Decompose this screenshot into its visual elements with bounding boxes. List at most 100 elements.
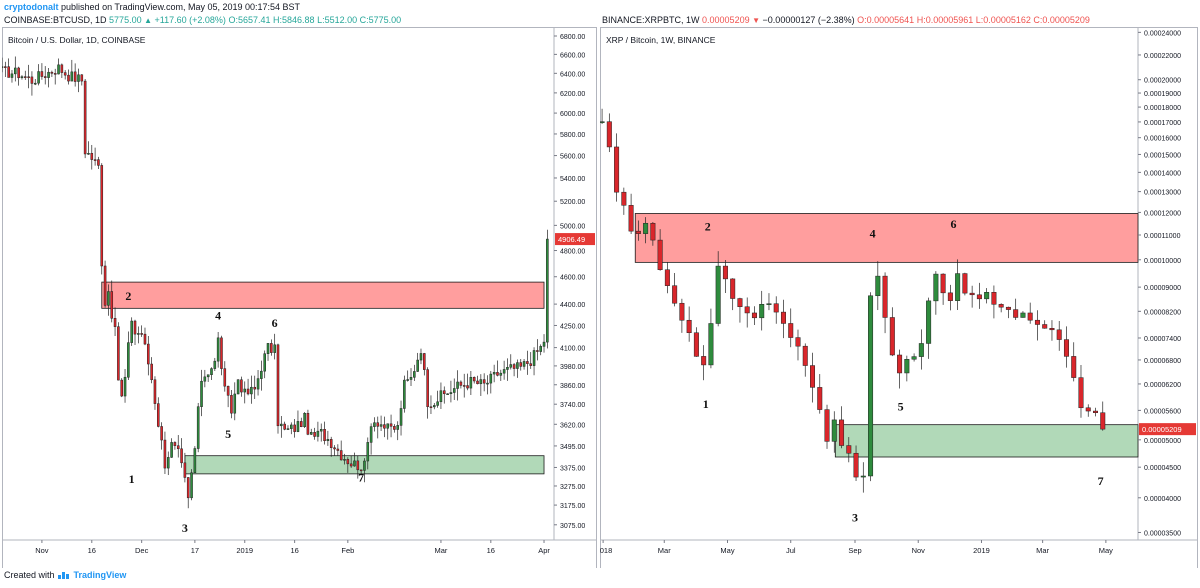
candle: [526, 350, 529, 375]
candle: [343, 453, 346, 465]
candle: [90, 144, 94, 170]
btc-chart-svg[interactable]: 1 2 3 4 5 6 7 6800.00 6600.00 6400.00 6200.00 6000.…: [2, 27, 597, 568]
candle-body: [280, 423, 283, 427]
candle: [77, 68, 80, 93]
candle-body: [113, 318, 117, 327]
candle-body: [346, 459, 350, 465]
candle: [940, 273, 946, 305]
candle-body: [353, 460, 356, 467]
candle: [1063, 326, 1069, 368]
candle: [679, 298, 685, 333]
candle-body: [516, 362, 519, 369]
candle-body: [606, 121, 612, 148]
candle-body: [236, 379, 240, 395]
candle-body: [1092, 410, 1098, 413]
candle: [353, 452, 356, 467]
candle: [737, 297, 743, 323]
candle: [962, 272, 968, 296]
candle-body: [153, 379, 157, 404]
candle: [376, 416, 380, 439]
y-tick-label: 5600.00: [560, 154, 585, 161]
btc-chart-panel[interactable]: 1 2 3 4 5 6 7 6800.00 6600.00 6400.00 6200.00 6000.…: [2, 27, 597, 568]
candle-body: [1071, 356, 1077, 378]
candle-body: [20, 76, 24, 79]
candle-body: [53, 73, 57, 75]
candle-body: [170, 442, 173, 458]
candle-body: [824, 409, 830, 442]
candle: [27, 64, 30, 89]
candle: [506, 358, 509, 381]
candle: [486, 375, 489, 395]
candle-body: [860, 475, 866, 478]
candle: [413, 364, 416, 381]
y-tick-label: 3075.00: [560, 523, 585, 530]
candle: [323, 421, 326, 445]
xrp-chart-panel[interactable]: 1 2 3 4 5 6 7 0.00024000 0.00022000 0.00020000 0.0…: [600, 27, 1198, 568]
candle-body: [140, 333, 143, 335]
candle-body: [643, 222, 649, 234]
candle-body: [200, 380, 203, 407]
candle-body: [336, 448, 340, 451]
candle: [7, 58, 10, 78]
candle: [489, 370, 493, 394]
candle-body: [496, 372, 499, 376]
y-tick-label: 3495.00: [560, 444, 585, 451]
candle: [419, 348, 423, 365]
candle-body: [233, 393, 237, 414]
y-tick-label: 3740.00: [560, 402, 585, 409]
y-tick-label: 3980.00: [560, 364, 585, 371]
wave-label-4: 4: [870, 226, 876, 240]
candle: [722, 259, 728, 293]
xrp-low: L:0.00005162: [975, 15, 1031, 25]
candle: [614, 133, 620, 202]
candle: [773, 296, 779, 324]
candle-body: [693, 332, 699, 357]
candle-body: [433, 405, 436, 408]
publish-header: cryptodonalt published on TradingView.co…: [0, 0, 1200, 14]
candle: [1020, 311, 1026, 318]
candle: [643, 217, 649, 244]
candle-body: [260, 370, 263, 379]
candle: [306, 409, 310, 436]
price-badge-label: 0.00005209: [1142, 425, 1182, 434]
xrp-chart-svg[interactable]: 1 2 3 4 5 6 7 0.00024000 0.00022000 0.00020000 0.0…: [600, 27, 1198, 568]
x-tick-label: Dec: [135, 546, 149, 555]
x-tick-label: 018: [600, 546, 612, 555]
candle: [759, 290, 765, 331]
candle: [715, 251, 721, 327]
candle: [991, 285, 997, 319]
candle: [817, 374, 823, 414]
candle: [476, 375, 479, 385]
candle-body: [486, 382, 489, 385]
published-text: published on TradingView.com, May 05, 20…: [61, 2, 301, 12]
candle: [466, 373, 469, 391]
x-tick-label: May: [1099, 546, 1113, 555]
candle: [210, 367, 213, 381]
y-tick-label: 0.00007400: [1144, 336, 1181, 343]
candle: [600, 108, 605, 125]
tradingview-logo[interactable]: TradingView: [57, 570, 126, 580]
candle-body: [60, 64, 64, 73]
candle: [875, 261, 881, 311]
candle: [482, 373, 486, 392]
candle-body: [180, 448, 183, 464]
x-tick-label: Feb: [341, 546, 354, 555]
candle-body: [173, 442, 177, 446]
candle: [226, 385, 230, 408]
candle-body: [1020, 312, 1026, 318]
price-badge: [555, 233, 595, 246]
candle-body: [947, 292, 953, 301]
candle-body: [399, 408, 403, 426]
candle-body: [522, 361, 526, 367]
btc-info-line: COINBASE:BTCUSD, 1D 5775.00 ▲ +117.60 (+…: [4, 14, 401, 27]
author-link[interactable]: cryptodonalt: [4, 2, 59, 12]
candle: [1005, 306, 1011, 319]
y-tick-label: 4100.00: [560, 346, 585, 353]
candle-body: [127, 342, 130, 378]
candle-body: [1085, 407, 1091, 412]
candle-body: [103, 265, 107, 306]
candle: [299, 417, 303, 428]
candle-body: [176, 445, 180, 450]
y-tick-label: 0.00022000: [1144, 53, 1181, 60]
wave-label-3: 3: [182, 521, 188, 535]
